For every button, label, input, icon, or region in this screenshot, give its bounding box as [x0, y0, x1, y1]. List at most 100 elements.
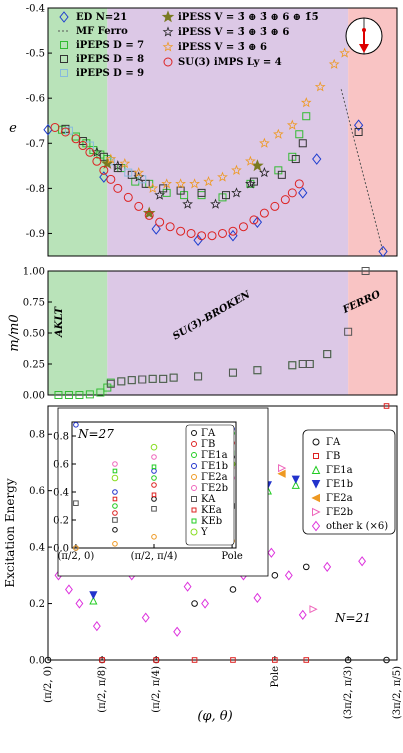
- series: [105, 47, 350, 193]
- data-point: [238, 222, 248, 232]
- data-point: [272, 657, 278, 663]
- axes-frame: [47, 7, 398, 257]
- legend-label: ΓB: [326, 451, 340, 462]
- data-point: [123, 192, 133, 202]
- legend-label: SU(3) iMPS Ly = 4: [178, 57, 282, 68]
- data-point: [99, 657, 105, 663]
- data-point: [85, 141, 94, 150]
- x-tick-label: (π/2, π/8): [97, 666, 108, 713]
- series: [101, 156, 264, 219]
- inset-legend-marker: [191, 474, 197, 480]
- y-tick-label: 0.6: [53, 460, 69, 471]
- data-point: [291, 475, 300, 484]
- data-point: [309, 605, 318, 614]
- y-tick-label: -0.4: [26, 4, 45, 15]
- data-point: [193, 234, 203, 247]
- legend-label: iPESS V = 3̄ ⊕ 3̄ ⊕ 6 ⊕ 1̄5̄: [178, 12, 319, 23]
- axes-frame: [47, 405, 398, 661]
- data-point: [141, 612, 150, 623]
- data-point: [78, 141, 88, 151]
- series: [99, 403, 390, 663]
- data-point: [151, 534, 157, 540]
- data-point: [151, 223, 161, 235]
- legend-marker: [59, 11, 69, 23]
- y-tick-label: -0.5: [26, 49, 45, 60]
- data-point: [249, 177, 258, 186]
- data-point: [383, 403, 390, 409]
- data-point: [60, 127, 70, 137]
- data-point: [284, 570, 293, 581]
- data-point: [302, 112, 311, 121]
- data-point: [111, 474, 119, 482]
- data-point: [221, 191, 230, 200]
- y-tick-label: 0.0: [29, 656, 45, 667]
- data-point: [155, 217, 165, 227]
- inset-legend-label: KEb: [201, 516, 222, 527]
- panel-energy: -0.4 -0.5 -0.6 -0.7 -0.8 -0.9 e ED N=21 MF Ferro…: [9, 4, 398, 258]
- y-tick-label: 0.75: [23, 298, 45, 309]
- data-point: [75, 391, 84, 399]
- data-point: [291, 155, 300, 164]
- data-point: [119, 157, 131, 169]
- legend-marker: [162, 26, 174, 37]
- data-point: [127, 376, 136, 385]
- data-point: [113, 183, 123, 193]
- data-point: [144, 210, 154, 220]
- inset-legend-label: ΓE2b: [201, 483, 228, 494]
- y-tick-label: 0.4: [29, 543, 45, 554]
- data-point: [344, 656, 352, 664]
- x-tick-label: (π/2, π/4): [151, 666, 162, 713]
- x-tick-label: (3π/2, π/5): [392, 666, 403, 719]
- legend-label: iPEPS D = 9: [76, 68, 144, 79]
- legend-marker: [161, 10, 175, 23]
- data-point: [191, 600, 198, 607]
- legend-label: ΓE2a: [326, 493, 353, 504]
- data-point: [54, 391, 63, 399]
- inset-title: N=27: [77, 427, 114, 441]
- data-point: [245, 178, 256, 189]
- y-axis-label: m/m0: [7, 314, 22, 351]
- data-point: [353, 119, 364, 132]
- data-point: [277, 170, 286, 179]
- data-point: [112, 468, 118, 474]
- data-point: [92, 621, 101, 632]
- data-point: [298, 139, 307, 148]
- data-point: [280, 195, 290, 205]
- data-point: [176, 226, 186, 236]
- data-point: [189, 178, 200, 189]
- data-point: [112, 496, 118, 502]
- series: [61, 124, 363, 200]
- series: [106, 267, 370, 388]
- inset-legend-label: ΓB: [201, 439, 215, 450]
- phase-region: [48, 8, 108, 256]
- data-point: [101, 156, 114, 169]
- x-tick-label: Pole: [221, 551, 243, 562]
- data-point: [169, 373, 178, 382]
- data-point: [298, 187, 308, 199]
- x-tick-label: (π/2, π/4): [131, 551, 178, 562]
- data-point: [302, 563, 310, 571]
- data-point: [361, 267, 370, 275]
- legend-marker: [60, 69, 68, 77]
- data-point: [197, 231, 207, 241]
- data-point: [358, 556, 367, 567]
- data-point: [148, 374, 157, 383]
- y-tick-label: 0.8: [29, 430, 45, 441]
- legend-marker: [313, 453, 319, 459]
- inset-legend-label: KEa: [201, 505, 222, 516]
- data-point: [230, 657, 236, 663]
- data-point: [96, 388, 105, 397]
- x-tick-label: (π/2, 0): [43, 666, 54, 703]
- series: [50, 122, 304, 241]
- data-point: [173, 626, 182, 637]
- y-tick-label: -0.6: [26, 94, 45, 105]
- data-point: [259, 166, 270, 178]
- data-point: [154, 189, 166, 200]
- inset-legend-label: Y: [200, 527, 208, 538]
- data-point: [217, 171, 228, 182]
- data-point: [339, 47, 350, 58]
- data-point: [151, 506, 157, 512]
- data-point: [112, 510, 118, 516]
- data-point: [328, 58, 340, 69]
- data-point: [89, 591, 98, 600]
